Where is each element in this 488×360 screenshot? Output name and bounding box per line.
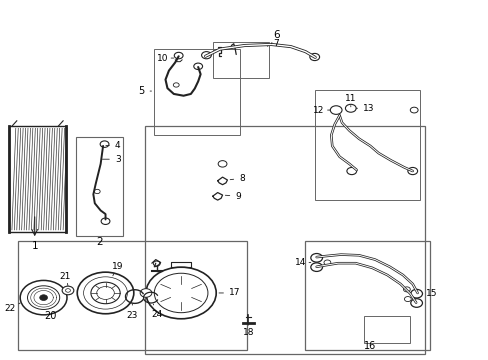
Circle shape bbox=[154, 273, 207, 313]
Text: 21: 21 bbox=[60, 271, 71, 286]
Circle shape bbox=[140, 289, 152, 297]
Circle shape bbox=[330, 106, 341, 114]
Text: 1: 1 bbox=[31, 240, 38, 251]
Circle shape bbox=[20, 280, 67, 315]
Bar bbox=[363, 316, 409, 343]
Circle shape bbox=[94, 189, 100, 194]
Text: 24: 24 bbox=[151, 304, 162, 319]
Circle shape bbox=[97, 287, 114, 300]
Text: 17: 17 bbox=[219, 288, 240, 297]
Circle shape bbox=[91, 282, 120, 304]
Text: 22: 22 bbox=[5, 303, 20, 313]
Bar bbox=[305, 241, 429, 350]
Text: 5: 5 bbox=[138, 86, 151, 96]
Circle shape bbox=[346, 167, 356, 175]
Circle shape bbox=[310, 263, 322, 271]
Circle shape bbox=[407, 167, 417, 175]
Circle shape bbox=[100, 141, 109, 147]
Text: 15: 15 bbox=[422, 289, 436, 298]
Circle shape bbox=[62, 286, 74, 295]
Circle shape bbox=[324, 260, 330, 265]
Bar bbox=[154, 49, 239, 135]
Circle shape bbox=[403, 287, 409, 292]
Text: 4: 4 bbox=[106, 141, 120, 150]
Circle shape bbox=[410, 289, 422, 298]
Text: 14: 14 bbox=[294, 258, 310, 267]
Circle shape bbox=[77, 272, 134, 314]
Text: 18: 18 bbox=[242, 323, 254, 337]
Circle shape bbox=[410, 299, 422, 307]
Circle shape bbox=[193, 63, 202, 69]
Circle shape bbox=[146, 267, 216, 319]
Bar bbox=[76, 137, 122, 235]
Text: 10: 10 bbox=[157, 54, 173, 63]
Circle shape bbox=[174, 52, 183, 59]
Circle shape bbox=[309, 53, 319, 60]
Text: 8: 8 bbox=[230, 174, 244, 183]
Circle shape bbox=[27, 286, 60, 310]
Text: 9: 9 bbox=[225, 192, 241, 201]
Bar bbox=[212, 42, 268, 78]
Bar bbox=[315, 90, 419, 200]
Text: 7: 7 bbox=[267, 39, 279, 48]
Text: 2: 2 bbox=[96, 237, 102, 247]
Circle shape bbox=[218, 161, 226, 167]
Circle shape bbox=[409, 107, 417, 113]
Text: 13: 13 bbox=[355, 104, 374, 113]
Circle shape bbox=[65, 289, 70, 292]
Bar bbox=[18, 241, 246, 350]
Text: 11: 11 bbox=[345, 94, 356, 107]
Text: 12: 12 bbox=[313, 105, 330, 114]
Text: 16: 16 bbox=[364, 341, 376, 351]
Circle shape bbox=[153, 261, 160, 266]
Bar bbox=[9, 126, 65, 232]
Text: 3: 3 bbox=[102, 155, 121, 164]
Circle shape bbox=[345, 104, 355, 112]
Circle shape bbox=[404, 297, 410, 302]
Circle shape bbox=[173, 83, 179, 87]
Circle shape bbox=[201, 51, 211, 59]
Circle shape bbox=[101, 218, 110, 225]
Text: 19: 19 bbox=[112, 262, 123, 276]
Circle shape bbox=[310, 253, 322, 262]
Circle shape bbox=[40, 295, 47, 301]
Text: 20: 20 bbox=[44, 311, 57, 321]
Text: 23: 23 bbox=[126, 304, 138, 320]
Bar bbox=[144, 126, 424, 354]
Text: 6: 6 bbox=[271, 30, 279, 44]
Circle shape bbox=[83, 277, 127, 309]
